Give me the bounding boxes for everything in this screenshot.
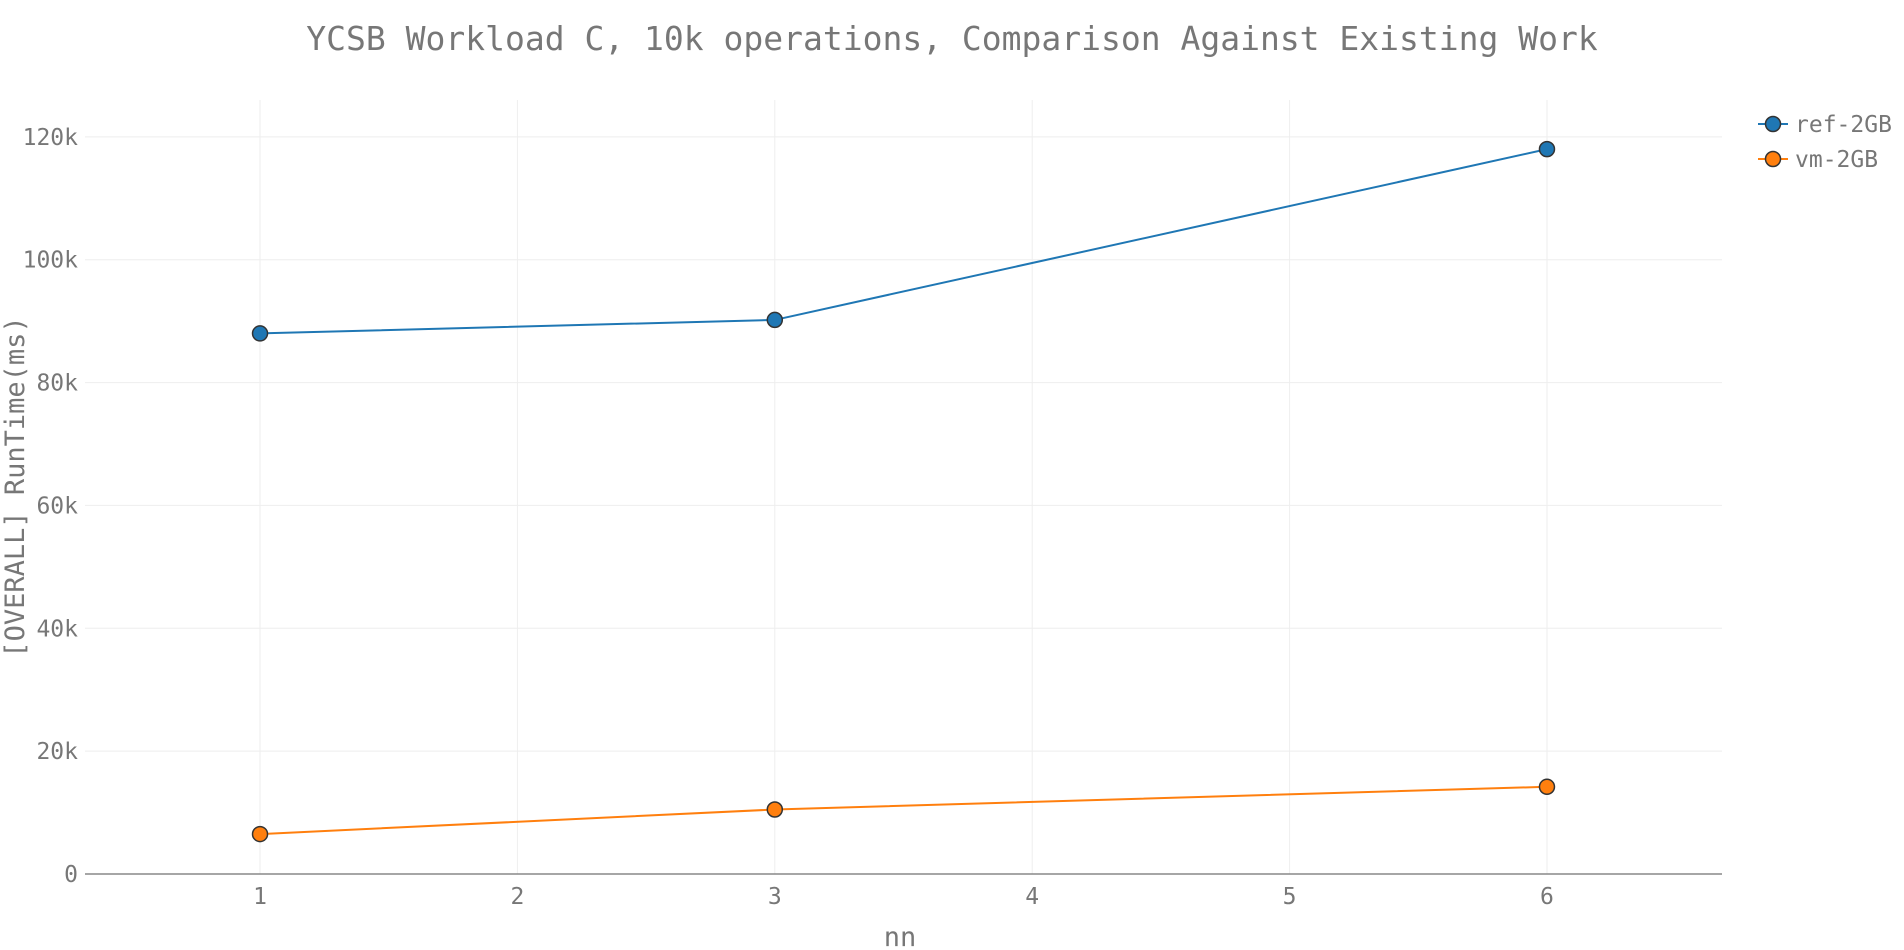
y-tick-label: 80k bbox=[36, 371, 78, 397]
legend-item-vm-2gb[interactable]: vm-2GB bbox=[1758, 147, 1878, 173]
x-tick-label: 5 bbox=[1283, 884, 1297, 910]
legend-label: ref-2GB bbox=[1795, 112, 1892, 138]
series-layer bbox=[251, 140, 1556, 843]
x-tick-label: 1 bbox=[253, 884, 267, 910]
y-tick-label: 60k bbox=[36, 493, 78, 519]
legend-item-ref-2gb[interactable]: ref-2GB bbox=[1758, 112, 1892, 138]
legend-label: vm-2GB bbox=[1795, 147, 1878, 173]
series-line-ref-2gb bbox=[259, 148, 1548, 335]
data-point-ref-2gb[interactable] bbox=[1538, 140, 1556, 158]
data-point-ref-2gb[interactable] bbox=[766, 311, 784, 329]
y-axis-title: [OVERALL] RunTime(ms) bbox=[0, 316, 31, 657]
data-point-vm-2gb[interactable] bbox=[1538, 778, 1556, 796]
y-tick-label: 120k bbox=[23, 125, 79, 151]
x-tick-label: 3 bbox=[768, 884, 782, 910]
y-tick-label: 0 bbox=[64, 862, 78, 888]
data-point-ref-2gb[interactable] bbox=[251, 325, 269, 342]
grid-layer bbox=[85, 100, 1722, 874]
y-tick-label: 100k bbox=[23, 248, 79, 274]
legend-marker bbox=[1764, 150, 1782, 168]
x-axis-title: nn bbox=[884, 922, 917, 950]
series-line-vm-2gb bbox=[259, 785, 1548, 836]
legend[interactable]: ref-2GB vm-2GB bbox=[1758, 112, 1892, 173]
x-tick-label: 6 bbox=[1540, 884, 1554, 910]
data-point-vm-2gb[interactable] bbox=[251, 825, 269, 843]
chart-title: YCSB Workload C, 10k operations, Compari… bbox=[306, 19, 1598, 58]
data-point-vm-2gb[interactable] bbox=[766, 801, 784, 818]
legend-marker bbox=[1764, 115, 1782, 133]
x-tick-label: 4 bbox=[1025, 884, 1039, 910]
axis-layer: 1 2 3 4 5 6 0 20k 40k 60k 80k 100k 120k bbox=[23, 125, 1722, 910]
y-tick-label: 40k bbox=[36, 616, 78, 642]
y-tick-label: 20k bbox=[36, 739, 78, 765]
x-tick-label: 2 bbox=[510, 884, 524, 910]
